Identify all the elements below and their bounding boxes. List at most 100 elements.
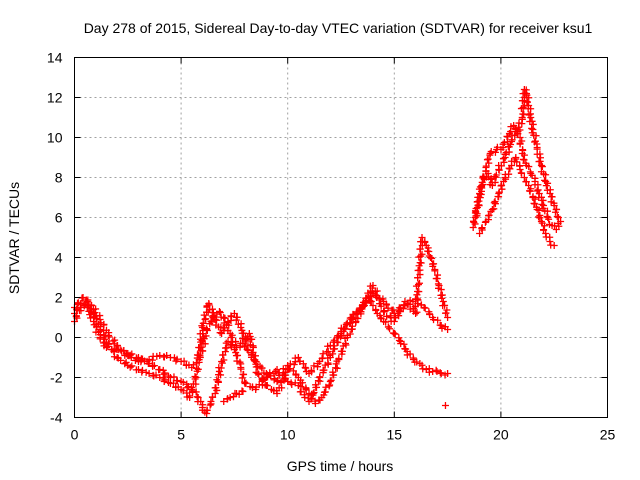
x-tick-label: 20 (493, 427, 509, 443)
data-point (255, 370, 263, 378)
data-point (156, 352, 164, 359)
data-point (352, 308, 360, 316)
x-tick-label: 15 (387, 427, 403, 443)
data-point (359, 301, 367, 309)
data-point (505, 170, 513, 178)
data-point (233, 357, 241, 365)
data-point (250, 355, 258, 363)
data-point (192, 388, 200, 396)
data-point (441, 402, 449, 409)
data-point (208, 305, 216, 313)
data-point (550, 202, 558, 209)
data-point (318, 355, 326, 363)
data-point (538, 200, 546, 208)
data-point (414, 266, 422, 274)
data-point (528, 117, 536, 125)
data-point (337, 347, 345, 355)
y-tick-label: -4 (50, 410, 63, 426)
data-point (537, 218, 545, 225)
data-point (156, 366, 164, 373)
data-point (441, 301, 449, 309)
data-point (236, 358, 244, 366)
data-point (553, 213, 561, 221)
data-point (224, 318, 232, 325)
y-tick-label: 8 (55, 170, 63, 186)
x-tick-label: 25 (600, 427, 616, 443)
data-point (206, 401, 214, 409)
data-point (419, 365, 427, 373)
data-point (518, 169, 526, 177)
data-point (288, 380, 296, 388)
data-point (544, 214, 552, 221)
data-point (207, 317, 215, 325)
y-axis-label: SDTVAR / TECUs (6, 182, 22, 294)
data-point (416, 259, 424, 267)
series-track-g (220, 387, 449, 409)
data-point (213, 376, 221, 384)
data-point (179, 378, 187, 386)
axes-ticks: 0 5 10 15 20 25 -4 -2 0 2 4 6 8 10 12 14 (47, 50, 616, 443)
data-point (208, 393, 216, 401)
data-point (499, 155, 507, 163)
data-point (192, 374, 200, 381)
data-point (541, 222, 549, 230)
data-point (148, 356, 156, 364)
data-point (425, 368, 433, 376)
data-point (469, 224, 477, 231)
y-tick-label: 2 (55, 290, 63, 306)
data-point (369, 302, 377, 309)
x-axis-label: GPS time / hours (287, 458, 394, 474)
data-point (322, 383, 330, 391)
data-point (436, 369, 444, 377)
data-point (215, 308, 223, 315)
data-point (193, 393, 201, 401)
data-point (216, 309, 224, 317)
data-point (96, 327, 104, 335)
data-point (478, 224, 486, 232)
series-track-e (471, 126, 565, 233)
data-point (546, 238, 554, 245)
data-point (126, 363, 134, 371)
data-point (319, 350, 327, 358)
data-point (310, 362, 318, 370)
data-point (173, 377, 181, 385)
data-point (239, 388, 247, 395)
data-point (540, 226, 548, 234)
data-point (550, 242, 558, 249)
data-point (542, 182, 550, 190)
data-point (189, 387, 197, 395)
data-point (202, 332, 210, 340)
data-point (333, 364, 341, 372)
data-point (227, 333, 235, 341)
data-point (299, 360, 307, 368)
data-point (507, 140, 515, 148)
data-point (348, 316, 356, 323)
data-point (105, 333, 113, 341)
data-point (192, 380, 200, 388)
data-point (395, 308, 403, 316)
data-point (244, 346, 252, 354)
data-point (284, 366, 292, 373)
data-point (519, 110, 527, 118)
data-point (91, 309, 99, 317)
data-point (418, 250, 426, 258)
series-track-c (71, 234, 452, 397)
data-point (138, 355, 146, 363)
data-point (150, 362, 158, 370)
data-point (326, 342, 334, 349)
data-point (237, 365, 245, 373)
data-point (390, 330, 398, 337)
data-point (284, 378, 292, 385)
data-point (362, 294, 370, 302)
data-point (414, 281, 422, 289)
data-point (513, 158, 521, 166)
data-point (432, 275, 440, 283)
data-point (487, 148, 495, 156)
data-point (380, 308, 388, 316)
data-point (421, 304, 429, 312)
data-point (348, 325, 356, 333)
data-point (197, 343, 205, 351)
data-point (484, 212, 492, 220)
data-point (444, 370, 452, 377)
data-point (307, 366, 315, 374)
